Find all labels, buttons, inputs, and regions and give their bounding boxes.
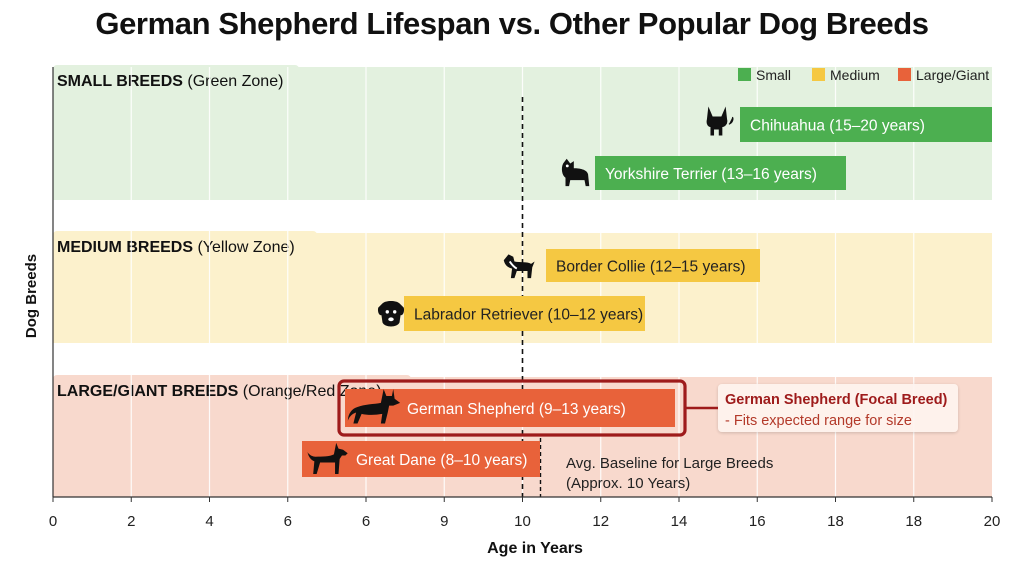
- bar-label-5: Great Dane (8–10 years): [356, 452, 527, 469]
- x-tick-label-10: 18: [827, 513, 844, 530]
- bar-1: [595, 156, 846, 190]
- zone-label-rest-0: (Green Zone): [183, 73, 283, 90]
- baseline-label-line-1: (Approx. 10 Years): [566, 475, 690, 492]
- legend-swatch-1: [812, 68, 825, 81]
- y-axis-label: Dog Breeds: [23, 254, 40, 338]
- zone-label-bg-2: [53, 375, 411, 405]
- zone-label-0: SMALL BREEDS (Green Zone): [57, 73, 283, 90]
- legend-label-2: Large/Giant: [916, 67, 989, 83]
- callout-layer: German Shepherd (Focal Breed) - Fits expe…: [685, 384, 958, 432]
- bar-3: [404, 296, 645, 331]
- baseline-label-line-0: Avg. Baseline for Large Breeds: [566, 455, 773, 472]
- zone-label-bg-0: [53, 65, 299, 95]
- zone-label-1: MEDIUM BREEDS (Yellow Zone): [57, 239, 295, 256]
- legend-label-1: Medium: [830, 67, 880, 83]
- x-tick-label-9: 16: [749, 513, 766, 530]
- chart-title: German Shepherd Lifespan vs. Other Popul…: [95, 6, 929, 41]
- legend-label-0: Small: [756, 67, 791, 83]
- zone-label-bold-1: MEDIUM BREEDS: [57, 239, 193, 256]
- callout-box: [718, 384, 958, 432]
- x-axis: 0 2 4 6 6 9 10 12 14 16 18 18 20: [49, 67, 1001, 530]
- x-tick-label-7: 12: [592, 513, 609, 530]
- x-tick-label-6: 10: [514, 513, 531, 530]
- bar-label-0: Chihuahua (15–20 years): [750, 118, 925, 135]
- zone-label-bg-1: [53, 231, 317, 261]
- bar-label-4: German Shepherd (9–13 years): [407, 401, 626, 418]
- zone-label-bold-2: LARGE/GIANT BREEDS: [57, 383, 239, 400]
- x-tick-label-0: 0: [49, 513, 57, 530]
- callout-title: German Shepherd (Focal Breed): [725, 392, 948, 408]
- zone-label-2: LARGE/GIANT BREEDS (Orange/Red Zone): [57, 383, 382, 400]
- reference-line-layer: Avg. Baseline for Large Breeds (Approx. 1…: [521, 97, 773, 497]
- x-tick-label-4: 6: [362, 513, 370, 530]
- bar-label-3: Labrador Retriever (10–12 years): [414, 307, 643, 324]
- bars-layer: Chihuahua (15–20 years) Yorkshire Terrier…: [302, 107, 992, 477]
- bar-label-1: Yorkshire Terrier (13–16 years): [605, 166, 817, 183]
- x-tick-label-2: 4: [205, 513, 213, 530]
- zone-label-rest-1: (Yellow Zone): [193, 239, 295, 256]
- x-tick-label-11: 18: [905, 513, 922, 530]
- bar-2: [546, 249, 760, 282]
- bar-0: [740, 107, 992, 142]
- x-tick-label-8: 14: [671, 513, 688, 530]
- x-tick-label-5: 9: [440, 513, 448, 530]
- legend-swatch-0: [738, 68, 751, 81]
- x-tick-label-12: 20: [984, 513, 1001, 530]
- legend: Small Medium Large/Giant: [738, 67, 989, 83]
- x-axis-label: Age in Years: [487, 540, 583, 557]
- bar-4: [345, 389, 675, 427]
- bar-5: [302, 441, 540, 477]
- bar-label-2: Border Collie (12–15 years): [556, 259, 746, 276]
- zone-label-bold-0: SMALL BREEDS: [57, 73, 183, 90]
- x-tick-label-3: 6: [284, 513, 292, 530]
- legend-swatch-2: [898, 68, 911, 81]
- x-tick-label-1: 2: [127, 513, 135, 530]
- callout-text: - Fits expected range for size: [725, 413, 912, 429]
